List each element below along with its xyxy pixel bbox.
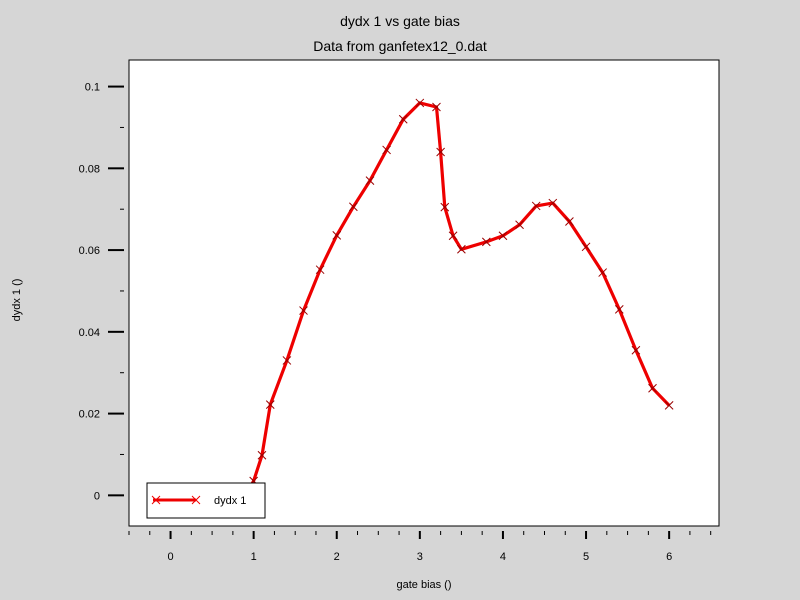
x-axis: 0 1 2 3 4 5 6 [128,531,712,563]
x-tick-label: 4 [500,551,506,563]
data-point-marker [457,244,466,254]
y-axis: 0 0.02 0.04 0.06 0.08 0.1 [79,82,124,502]
data-point-marker [614,304,624,314]
x-tick-label: 3 [417,551,423,563]
data-point-marker [299,306,308,315]
data-point-marker [349,202,358,212]
x-tick-label: 0 [167,551,173,563]
x-tick-label: 5 [583,551,589,563]
legend-marker [151,495,161,505]
data-point-marker [365,176,375,185]
data-point-marker [315,265,325,275]
data-point-marker [265,400,275,409]
x-tick-label: 1 [251,551,257,563]
data-point-marker [498,231,508,241]
chart-subtitle: Data from ganfetex12_0.dat [313,38,487,54]
data-point-marker [581,242,591,252]
legend-markers [151,495,201,505]
data-point-marker [565,217,574,226]
data-point-marker [436,147,445,157]
chart-title: dydx 1 vs gate bias [340,13,460,29]
data-point-marker [481,237,491,247]
data-point-marker [648,383,657,393]
data-point-marker [448,231,458,241]
y-tick-label: 0 [94,490,100,502]
series-line [243,101,671,497]
data-point-marker [440,202,450,212]
data-point-marker [257,450,267,460]
legend-marker [191,495,201,505]
data-point-marker [398,114,408,124]
data-point-marker [548,198,558,208]
legend-label: dydx 1 [214,495,246,507]
data-point-marker [598,268,608,277]
y-tick-label: 0.08 [79,163,100,175]
data-point-marker [282,356,292,365]
legend: dydx 1 [146,482,266,519]
y-tick-label: 0.06 [79,245,100,257]
data-point-marker [531,201,541,211]
data-point-marker [515,220,524,230]
data-point-marker [332,231,342,240]
data-point-marker [631,345,641,355]
x-tick-label: 2 [334,551,340,563]
data-point-marker [432,102,441,112]
y-tick-label: 0.02 [79,409,100,421]
series-layer [240,98,674,500]
y-tick-label: 0.04 [79,327,100,339]
data-point-marker [415,98,425,108]
y-axis-title: dydx 1 () [11,279,23,322]
x-axis-title: gate bias () [396,579,451,591]
data-point-marker [664,401,674,410]
y-tick-label: 0.1 [85,82,100,94]
data-point-marker [382,145,391,155]
x-tick-label: 6 [666,551,672,563]
plot-area [128,59,720,527]
